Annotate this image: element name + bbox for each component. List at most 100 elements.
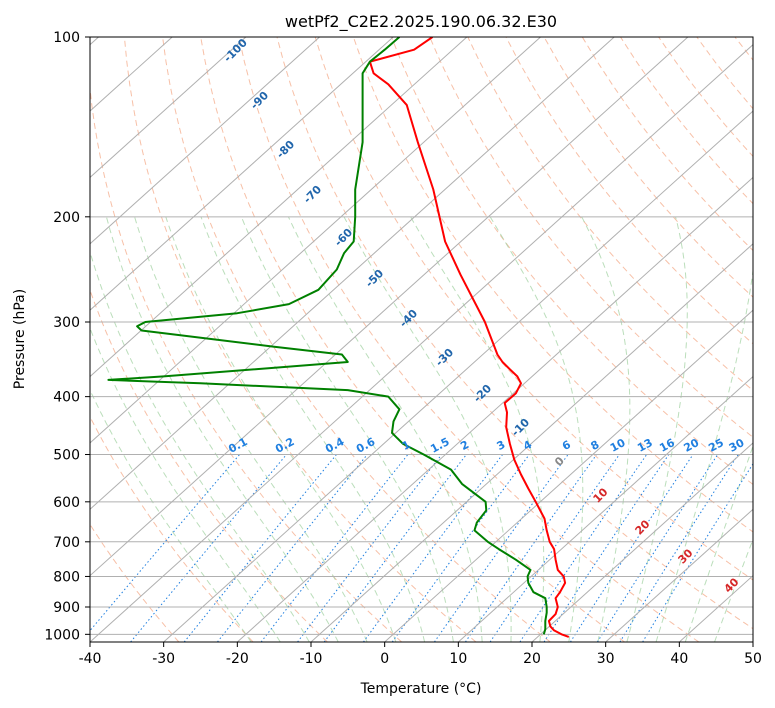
chart-title: wetPf2_C2E2.2025.190.06.32.E30: [285, 12, 557, 32]
isotherm-line: [90, 37, 247, 179]
x-tick-label: -20: [226, 651, 249, 667]
isotherm-label: -60: [332, 226, 355, 249]
dry-adiabat: [90, 84, 403, 642]
dry-adiabat: [429, 37, 753, 438]
mixing-ratio-line: [489, 454, 620, 642]
mixing-ratio-line: [217, 454, 368, 642]
mixing-ratio-label: 13: [635, 436, 655, 455]
y-tick-label: 700: [53, 535, 80, 551]
isotherm-label: -100: [221, 36, 250, 65]
mixing-ratio-line: [297, 454, 443, 642]
x-tick-label: -40: [79, 651, 102, 667]
dewpoint-profile-line: [107, 37, 548, 635]
mixing-ratio-line: [323, 454, 467, 642]
isotherm-line: [457, 375, 753, 642]
mixing-ratio-label: 8: [589, 438, 602, 453]
y-tick-label: 600: [53, 495, 80, 511]
dry-adiabat: [581, 37, 753, 252]
isotherm-line: [752, 641, 753, 642]
moist-adiabat: [581, 216, 631, 642]
mixing-ratio-line: [642, 462, 753, 642]
mixing-ratio-line: [362, 454, 503, 642]
x-tick-label: 0: [380, 651, 389, 667]
mixing-ratio-label: 3: [495, 438, 508, 453]
moist-adiabat: [90, 388, 252, 642]
isotherm-label: 10: [591, 485, 611, 505]
x-tick-label: 20: [523, 651, 541, 667]
isotherm-line: [384, 309, 753, 642]
x-axis-ticks: -40 -30 -20 -10 0 10 20 30 40 50: [79, 642, 762, 667]
isotherm-label: 40: [722, 575, 742, 595]
x-tick-label: 30: [597, 651, 615, 667]
mixing-ratio-label: 1: [400, 438, 413, 453]
y-tick-label: 100: [53, 30, 80, 46]
x-tick-label: -30: [152, 651, 175, 667]
isotherm-line: [236, 176, 753, 642]
mixing-ratio-line: [464, 454, 598, 642]
mixing-ratio-line: [519, 454, 648, 642]
isotherm-line: [90, 44, 753, 642]
moist-adiabat: [200, 216, 426, 642]
moist-adiabat: [165, 216, 397, 642]
isotherm-label: -90: [248, 89, 271, 112]
isotherm-line: [90, 37, 320, 245]
y-tick-label: 800: [53, 569, 80, 585]
moist-adiabat: [343, 216, 512, 642]
mixing-ratio-label: 10: [608, 436, 628, 455]
x-tick-label: -10: [300, 651, 323, 667]
mixing-ratio-label: 0.1: [226, 435, 249, 456]
mixing-ratio-line: [90, 454, 240, 632]
dry-adiabat: [658, 37, 753, 158]
isotherm-label: -40: [397, 307, 420, 330]
moist-adiabat: [90, 250, 310, 642]
isotherm-line: [163, 110, 753, 642]
isotherm-label: 0: [552, 454, 567, 469]
isotherm-label: -70: [301, 183, 324, 206]
dry-adiabats: [90, 37, 753, 642]
moist-adiabat: [714, 538, 753, 642]
y-tick-label: 500: [53, 448, 80, 464]
mixing-ratio-label: 0.4: [323, 435, 347, 456]
dry-adiabat: [276, 37, 753, 630]
y-tick-label: 200: [53, 210, 80, 226]
x-axis-label: Temperature (°C): [360, 681, 482, 697]
mixing-ratio-line: [391, 454, 530, 642]
moist-adiabat: [410, 216, 545, 642]
mixing-ratio-label: 30: [727, 436, 747, 455]
y-tick-label: 300: [53, 315, 80, 331]
x-tick-label: 10: [449, 651, 467, 667]
moist-adiabat: [489, 216, 584, 642]
mixing-ratio-label: 2: [458, 438, 471, 453]
dry-adiabat: [352, 37, 753, 533]
x-tick-label: 40: [670, 651, 688, 667]
mixing-ratio-label: 6: [560, 438, 573, 453]
isotherm-label: -50: [363, 267, 386, 290]
mixing-ratio-line: [183, 454, 337, 642]
y-axis-label: Pressure (hPa): [12, 289, 28, 389]
moist-adiabat: [134, 216, 368, 642]
temperature-profile-line: [368, 37, 570, 638]
mixing-ratio-label: 0.2: [273, 435, 296, 456]
mixing-ratio-lines: [90, 454, 753, 642]
x-tick-label: 50: [744, 651, 762, 667]
isotherm-line: [90, 37, 689, 577]
moist-adiabat: [240, 216, 454, 642]
mixing-ratio-line: [130, 454, 287, 642]
y-tick-label: 900: [53, 600, 80, 616]
mixing-ratio-label: 25: [706, 436, 726, 455]
isotherm-line: [90, 37, 468, 378]
moist-adiabat: [287, 216, 483, 642]
mixing-ratio-line: [619, 454, 739, 642]
moist-adiabat: [90, 326, 281, 642]
mixing-ratio-line: [260, 454, 409, 642]
dry-adiabat: [391, 37, 753, 486]
moist-adiabats: [90, 216, 753, 642]
y-tick-label: 1000: [44, 627, 80, 643]
isotherm-line: [90, 37, 394, 311]
dry-adiabat: [90, 523, 180, 642]
mixing-ratio-line: [543, 454, 670, 642]
isotherm-label: -10: [509, 416, 532, 439]
moist-adiabat: [626, 216, 688, 642]
isotherm-line: [531, 442, 753, 642]
dry-adiabat: [314, 37, 753, 581]
